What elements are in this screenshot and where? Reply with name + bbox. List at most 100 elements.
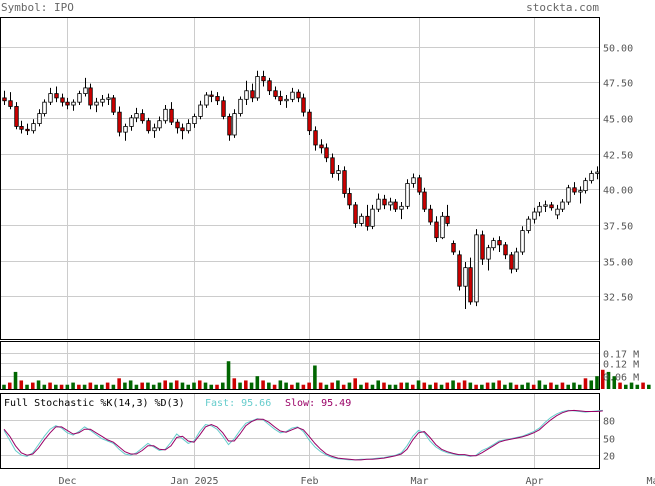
volume-bar: [422, 382, 427, 389]
candle-body: [405, 183, 410, 207]
price-tick-label: 50.00: [603, 44, 633, 55]
candle-body: [267, 80, 272, 92]
candle-body: [31, 123, 36, 132]
volume-bar: [572, 382, 576, 389]
volume-bar: [462, 380, 467, 389]
candle-body: [503, 244, 508, 256]
volume-bar: [537, 380, 542, 389]
volume-bar: [284, 382, 288, 389]
volume-bar: [203, 382, 208, 389]
volume-bar: [491, 382, 496, 389]
volume-bar: [272, 384, 277, 389]
volume-bar: [405, 382, 409, 389]
volume-bar: [238, 382, 242, 389]
candle-body: [532, 211, 537, 220]
volume-bar: [48, 382, 52, 389]
volume-bar: [232, 378, 237, 389]
candle-body: [227, 116, 232, 136]
volume-bar: [31, 382, 35, 389]
x-tick-label: May: [646, 476, 655, 486]
candle-body: [324, 147, 329, 159]
candle-body: [566, 187, 571, 203]
candle-body: [330, 157, 335, 174]
volume-bar: [117, 378, 121, 389]
candle-body: [491, 240, 496, 249]
price-tick-label: 45.00: [603, 115, 633, 126]
volume-bar: [100, 384, 104, 389]
volume-bar: [249, 382, 254, 389]
volume-bar: [549, 382, 553, 389]
candles-layer: [2, 70, 600, 310]
volume-bar: [543, 384, 547, 389]
candle-body: [273, 90, 278, 97]
volume-bar: [71, 382, 75, 389]
candle-body: [169, 108, 174, 123]
volume-bar: [267, 382, 271, 389]
candle-body: [463, 267, 468, 287]
candle-body: [572, 187, 577, 193]
volume-bar: [595, 376, 599, 389]
candle-body: [290, 91, 295, 100]
volume-bar: [566, 384, 570, 389]
candle-body: [163, 108, 168, 122]
candle-body: [175, 121, 180, 129]
volume-panel: [0, 341, 600, 390]
x-tick-label: Jan 2025: [170, 476, 218, 486]
volume-bar: [220, 382, 225, 389]
candle-body: [255, 76, 260, 99]
candle-body: [215, 96, 220, 102]
volume-bar: [244, 380, 248, 389]
candle-body: [232, 113, 237, 136]
candle-body: [376, 198, 381, 210]
volume-bar: [169, 382, 173, 389]
volume-bar: [313, 365, 317, 389]
candle-body: [238, 98, 243, 114]
volume-bar: [19, 380, 24, 389]
volume-bar: [560, 382, 565, 389]
candle-body: [54, 93, 59, 99]
volume-bar: [480, 384, 484, 389]
volume-bar: [36, 380, 41, 389]
candle-body: [555, 208, 560, 216]
candle-body: [198, 104, 203, 117]
candle-body: [180, 127, 185, 132]
volume-bar: [13, 371, 18, 389]
volume-bar: [140, 382, 144, 389]
volume-bar: [514, 384, 519, 389]
volume-bar: [180, 382, 185, 389]
volume-bar: [301, 384, 306, 389]
candle-body: [192, 116, 197, 124]
volume-tick-label: 0.12 M: [603, 360, 639, 371]
volume-bar: [336, 380, 340, 389]
candle-body: [428, 208, 433, 223]
stoch-fast-label: Fast: 95.66: [205, 398, 271, 409]
candle-body: [474, 234, 479, 303]
price-tick-label: 32.50: [603, 293, 633, 304]
volume-bar: [439, 384, 444, 389]
volume-bar: [134, 384, 139, 389]
volume-bar: [635, 384, 640, 389]
volume-bar: [88, 382, 93, 389]
volume-bar: [612, 376, 617, 389]
x-tick-label: Dec: [58, 476, 76, 486]
volume-bar: [531, 384, 536, 389]
axis-layer: Dec Jan 2025 Feb Mar Apr May 50.00 47.50 45.00 42…: [58, 44, 655, 486]
stoch-slow-line: [3, 409, 603, 461]
candle-body: [123, 126, 128, 133]
volume-bar: [54, 384, 58, 389]
candle-body: [336, 170, 341, 174]
candle-body: [71, 101, 76, 106]
volume-bar: [255, 376, 260, 389]
x-tick-label: Mar: [410, 476, 428, 486]
volume-bar: [347, 382, 352, 389]
candle-body: [83, 87, 88, 95]
candle-body: [94, 101, 99, 106]
stoch-title: Full Stochastic %K(14,3) %D(3): [4, 398, 185, 409]
volume-bar: [209, 384, 214, 389]
candle-body: [537, 205, 542, 213]
stoch-tick-label: 50: [603, 435, 615, 446]
volume-bar: [434, 382, 438, 389]
candle-body: [244, 90, 249, 100]
volume-bar: [520, 384, 524, 389]
stoch-tick-label: 80: [603, 417, 615, 428]
